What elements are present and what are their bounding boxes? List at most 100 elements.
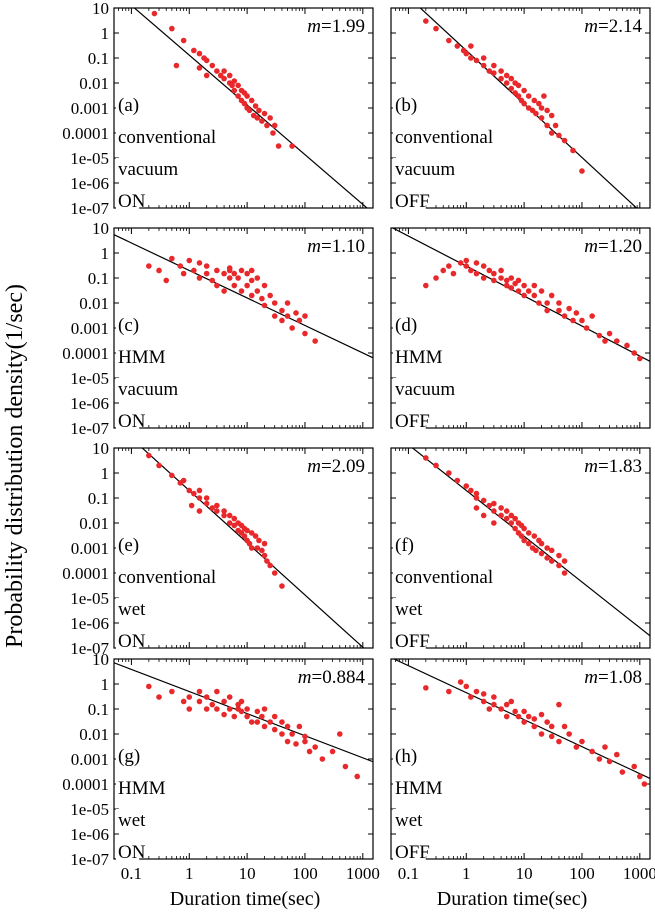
- data-point: [556, 132, 562, 139]
- label-background: [393, 190, 426, 213]
- slope-annotation: m=1.08: [584, 667, 642, 688]
- data-point: [169, 472, 175, 479]
- data-point: [463, 50, 470, 57]
- slope-annotation: m=1.20: [584, 236, 642, 257]
- data-point: [454, 43, 461, 49]
- data-point: [238, 267, 245, 274]
- data-point: [248, 545, 255, 551]
- state-label: OFF: [395, 411, 430, 432]
- data-point: [259, 547, 265, 554]
- data-point: [261, 110, 268, 117]
- data-point: [457, 679, 464, 685]
- fit-line: [391, 228, 650, 362]
- x-tick-label: 10: [516, 864, 533, 883]
- plot-frame: [390, 447, 651, 649]
- data-point: [196, 487, 203, 494]
- data-point: [302, 313, 308, 319]
- data-point: [238, 288, 245, 294]
- data-point: [531, 97, 538, 104]
- data-point: [512, 708, 518, 715]
- data-point: [267, 562, 273, 569]
- slope-annotation: m=1.99: [307, 16, 365, 37]
- y-tick-label: 0.01: [79, 514, 109, 533]
- data-point: [473, 505, 480, 511]
- data-point: [521, 292, 527, 299]
- y-tick-label: 1e-07: [70, 199, 109, 218]
- data-point: [512, 525, 518, 532]
- data-point: [221, 698, 227, 705]
- state-label: ON: [118, 842, 146, 863]
- data-point: [631, 350, 638, 356]
- label-background: [116, 190, 140, 213]
- data-point: [463, 257, 470, 264]
- data-point: [146, 452, 152, 459]
- x-axis-label-left: Duration time(sec): [170, 888, 321, 910]
- label-background: [393, 534, 426, 557]
- panel-id-label: (a): [118, 95, 139, 116]
- method-label: conventional: [395, 127, 493, 148]
- data-point: [468, 487, 474, 494]
- data-point: [146, 683, 152, 690]
- label-background: [116, 346, 149, 369]
- data-point: [512, 515, 518, 522]
- data-point: [180, 477, 187, 484]
- data-point: [180, 270, 187, 277]
- data-point: [508, 512, 515, 519]
- data-point: [214, 68, 220, 74]
- data-point: [446, 470, 452, 476]
- data-point: [498, 75, 504, 82]
- label-background: [116, 841, 140, 864]
- data-point: [463, 483, 470, 489]
- data-point: [271, 726, 278, 733]
- data-point: [508, 275, 515, 281]
- data-point: [146, 263, 152, 269]
- y-tick-label: 0.001: [71, 99, 109, 118]
- data-point: [279, 583, 285, 589]
- data-point: [188, 502, 195, 509]
- label-background: [116, 745, 149, 768]
- data-point: [491, 270, 497, 277]
- data-point: [261, 706, 268, 712]
- data-point: [498, 68, 504, 74]
- label-background: [116, 598, 149, 621]
- x-tick-label: 0.1: [121, 864, 142, 883]
- data-point: [446, 688, 452, 695]
- data-point: [521, 87, 527, 94]
- y-tick-label: 0.0001: [62, 124, 109, 143]
- data-point: [480, 62, 487, 69]
- data-point: [525, 93, 532, 99]
- data-point: [498, 512, 504, 519]
- data-point: [177, 263, 184, 269]
- data-point: [235, 701, 241, 708]
- label-background: [116, 314, 149, 337]
- state-label: OFF: [395, 631, 430, 652]
- data-point: [533, 110, 539, 117]
- data-point: [169, 255, 175, 262]
- y-tick-label: 1e-05: [70, 369, 109, 388]
- panel-h: 0.1 1 10 100 1000 m=1.08 (h) HMM wet OFF: [390, 658, 655, 883]
- data-point: [596, 332, 603, 339]
- label-background: [116, 566, 236, 589]
- data-point: [480, 497, 487, 504]
- state-label: OFF: [395, 842, 430, 863]
- data-point: [548, 733, 555, 740]
- data-point: [480, 512, 487, 519]
- data-point: [440, 267, 447, 274]
- data-point: [252, 103, 259, 109]
- label-background: [393, 598, 426, 621]
- data-point: [544, 107, 550, 114]
- data-point: [433, 462, 439, 469]
- data-point: [156, 694, 162, 700]
- data-point: [248, 267, 255, 274]
- slope-annotation: m=2.14: [584, 16, 642, 37]
- data-point: [169, 25, 175, 32]
- data-point: [631, 763, 638, 770]
- method-label: conventional: [118, 127, 216, 148]
- data-point: [186, 257, 193, 264]
- data-point: [293, 310, 299, 316]
- data-point: [289, 143, 295, 149]
- panel-id-label: (e): [118, 535, 139, 556]
- slope-annotation: m=1.10: [307, 236, 365, 257]
- data-point: [556, 307, 562, 314]
- data-point: [503, 282, 510, 289]
